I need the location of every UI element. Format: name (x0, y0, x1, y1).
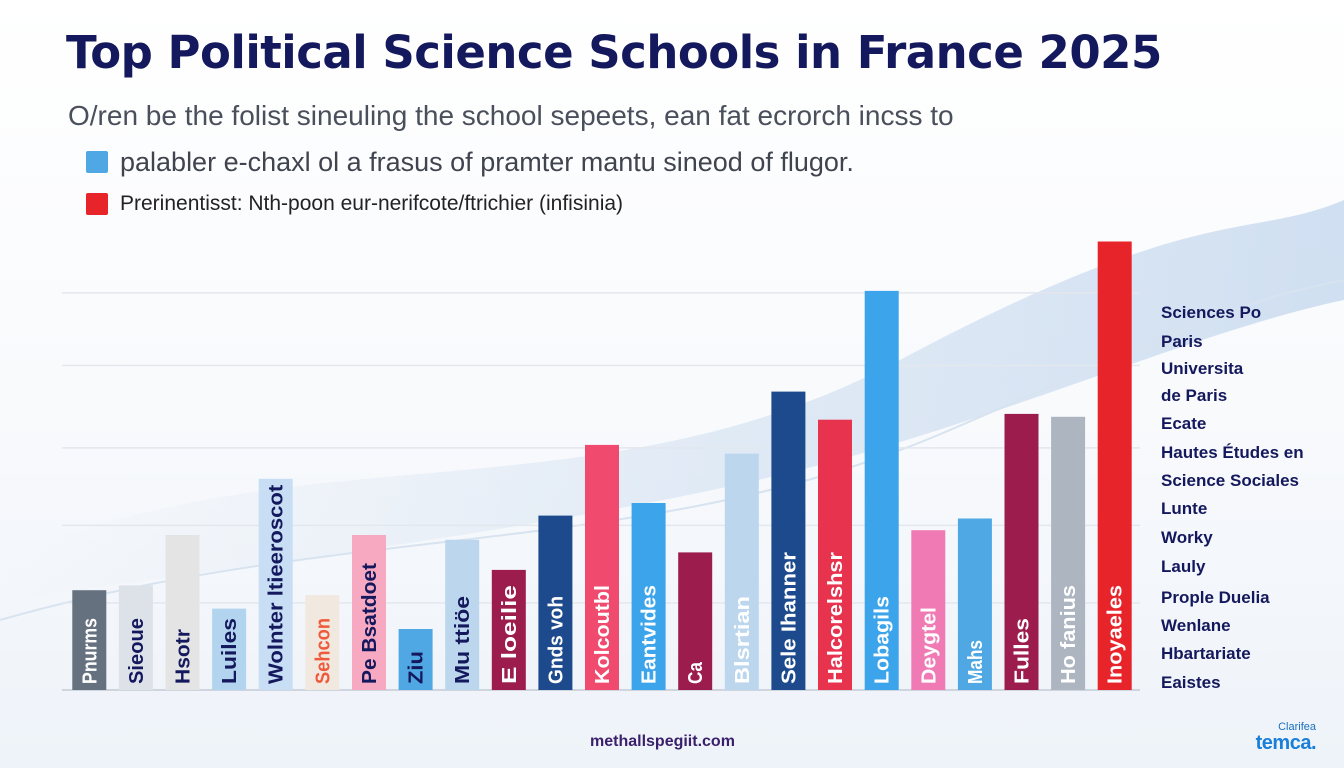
bar-label: Kolcoutbl (592, 585, 614, 684)
bar (72, 590, 107, 690)
chart-subtitle: O/ren be the folist sineuling the school… (68, 100, 954, 131)
bar (538, 515, 573, 690)
bar (398, 629, 433, 690)
school-list-item: Prople Duelia (1161, 588, 1270, 607)
brand-logo-small: Clarifea (1278, 721, 1316, 733)
bar (818, 419, 852, 690)
school-list-item: Science Sociales (1161, 471, 1299, 490)
bar-label: Hsotr (173, 629, 195, 684)
bar (631, 503, 666, 690)
bar (957, 518, 992, 690)
bar-label: Ziu (406, 651, 428, 684)
legend-label-red: Prerinentisst: Nth-poon eur-nerifcote/ft… (120, 192, 624, 215)
bar (118, 585, 153, 690)
bar (1097, 241, 1132, 690)
bar (911, 530, 946, 690)
brand-logo: Clarifea temca. (1255, 721, 1317, 754)
bar-label: Lobagils (872, 596, 894, 684)
school-list-item: Sciences Po (1161, 303, 1261, 322)
legend-swatch-blue (86, 151, 108, 173)
bar-label: Pnurms (79, 618, 101, 684)
legend-swatch-red (86, 193, 108, 215)
bar-label: Ca (685, 661, 707, 684)
school-list-item: Wenlane (1161, 616, 1231, 635)
bar (258, 478, 293, 690)
bar (305, 595, 340, 690)
school-list-item: Hautes Études en (1161, 443, 1304, 462)
source-credit: methallspegiit.com (590, 733, 735, 750)
legend-item-red: Prerinentisst: Nth-poon eur-nerifcote/ft… (86, 190, 623, 218)
bar-label: Ho fanius (1058, 585, 1080, 684)
bar-label: Blsrtian (732, 596, 754, 684)
bar (678, 552, 713, 690)
bar-label: E loeilie (499, 585, 521, 684)
bar (585, 444, 619, 690)
bar (1004, 413, 1039, 690)
school-list-item: Worky (1161, 528, 1213, 547)
bar (445, 539, 480, 690)
bar-label: Fulles (1011, 618, 1033, 684)
bar-label: Gnds voh (545, 596, 567, 684)
school-list-item: Eaistes (1161, 673, 1221, 692)
bar (724, 453, 759, 690)
bar (864, 290, 899, 690)
school-list-item: Universita (1161, 359, 1244, 378)
bar-label: Mahs (965, 640, 987, 684)
school-list-item: Hbartariate (1161, 644, 1251, 663)
bar-label: Sehcon (312, 618, 334, 684)
bar-label: Pe Bsatdoet (359, 563, 381, 684)
legend-item-blue: palabler e-chaxl ol a frasus of pramter … (86, 146, 854, 177)
school-list-item: de Paris (1161, 386, 1227, 405)
school-list-item: Lauly (1161, 557, 1206, 576)
school-list-item: Paris (1161, 332, 1203, 351)
school-list: Sciences Po Paris Universita de Paris Ecate H… (1161, 303, 1304, 692)
bar-label: Wolnter ltieeroscot (266, 484, 288, 684)
bar-label: Mu ttiöe (452, 596, 474, 684)
bar-label: Inoyaeles (1105, 585, 1127, 684)
bar (212, 608, 247, 690)
bar-label: Luiles (219, 618, 241, 684)
bar (491, 569, 526, 690)
brand-logo-text: temca. (1255, 732, 1317, 754)
bar-label: Sele Ihanner (778, 552, 800, 684)
bar-label: Halcorelshsr (825, 552, 847, 684)
chart-title: Top Political Science Schools in France … (66, 26, 1162, 79)
bar (1051, 416, 1086, 690)
bar-label: Eantvides (639, 585, 661, 684)
school-list-item: Ecate (1161, 414, 1206, 433)
bar (165, 535, 200, 690)
bar (771, 391, 806, 690)
school-list-item: Lunte (1161, 499, 1207, 518)
bar-label: Deygtel (918, 607, 940, 684)
bar-label: Sieoue (126, 618, 148, 684)
legend-label-blue: palabler e-chaxl ol a frasus of pramter … (120, 146, 854, 177)
bars: Pnurms Sieoue Hsotr Luiles Wolnter ltieerosc… (72, 241, 1132, 690)
bar (352, 535, 386, 690)
